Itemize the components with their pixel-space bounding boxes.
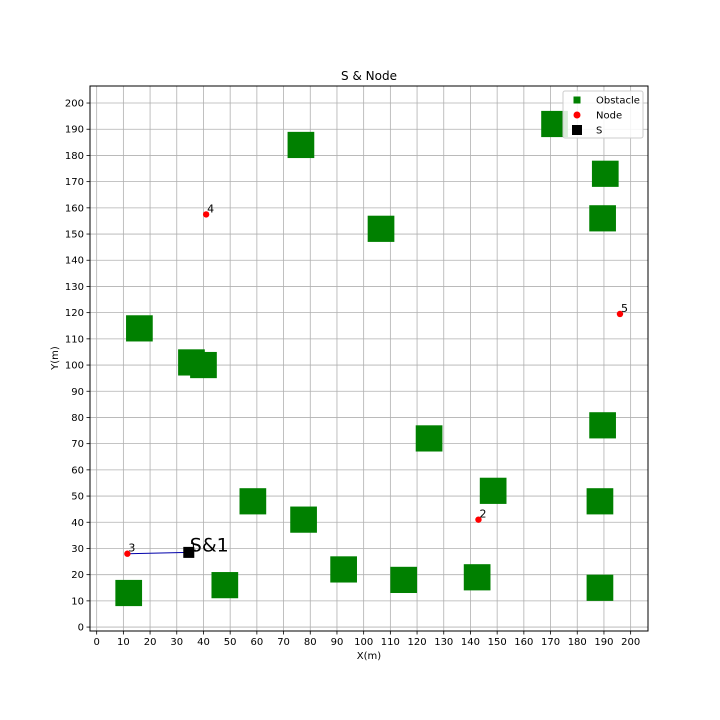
x-tick-label: 140 — [461, 637, 480, 648]
x-tick-label: 150 — [488, 637, 507, 648]
x-tick-label: 100 — [354, 637, 373, 648]
node-point — [202, 211, 210, 218]
source: S&1 — [183, 534, 229, 558]
y-tick-label: 110 — [65, 334, 84, 345]
x-tick-label: 30 — [170, 637, 183, 648]
plot-area-frame — [89, 85, 649, 632]
legend-label: Obstacle — [596, 96, 640, 107]
source-label: S&1 — [190, 534, 229, 556]
y-tick-label: 150 — [65, 230, 84, 241]
node-point — [616, 310, 624, 318]
legend-label: S — [596, 126, 602, 137]
y-tick-label: 120 — [65, 308, 84, 319]
x-tick-label: 170 — [541, 637, 560, 648]
x-tick-label: 200 — [621, 637, 640, 648]
y-tick-label: 200 — [65, 99, 84, 110]
x-tick-label: 130 — [434, 637, 453, 648]
x-tick-label: 50 — [224, 637, 237, 648]
legend-marker-s — [572, 125, 582, 135]
plot-area-background — [90, 86, 648, 631]
x-tick-label: 80 — [304, 637, 317, 648]
y-tick-label: 140 — [65, 256, 84, 267]
obstacle-marker — [415, 425, 443, 452]
obstacle-marker — [211, 572, 239, 599]
x-tick-label: 10 — [117, 637, 130, 648]
obstacle-marker — [586, 488, 614, 515]
y-tick-label: 180 — [65, 151, 84, 162]
chart-title: S & Node — [341, 69, 397, 83]
obstacle-marker — [367, 215, 395, 242]
y-tick-label: 50 — [71, 492, 84, 503]
x-tick-label: 190 — [594, 637, 613, 648]
obstacle-marker — [591, 160, 619, 187]
node-label: 4 — [207, 202, 214, 215]
x-tick-label: 20 — [144, 637, 157, 648]
obstacle-marker — [479, 477, 507, 504]
y-tick-label: 160 — [65, 203, 84, 214]
node-label: 2 — [479, 508, 486, 521]
node-point — [124, 550, 131, 557]
legend: Obstacle Node S — [562, 90, 644, 139]
y-tick-label: 90 — [71, 387, 84, 398]
y-tick-label: 40 — [71, 518, 84, 529]
legend-marker-node — [573, 111, 581, 119]
obstacle-marker — [239, 488, 267, 515]
links — [127, 551, 189, 555]
y-axis-label: Y(m) — [50, 346, 61, 371]
y-tick-label: 30 — [71, 544, 84, 555]
obstacle-marker — [330, 556, 357, 583]
y-tick-label: 20 — [71, 570, 84, 581]
obstacle-marker — [589, 205, 616, 232]
y-tick-label: 10 — [71, 596, 84, 607]
y-tick-label: 70 — [71, 439, 84, 450]
node-point — [475, 516, 482, 523]
x-tick-label: 110 — [381, 637, 400, 648]
y-tick-label: 80 — [71, 413, 84, 424]
obstacle-marker — [586, 574, 614, 601]
obstacle-marker — [290, 506, 317, 533]
y-tick-label: 100 — [65, 361, 84, 372]
y-tick-label: 190 — [65, 125, 84, 136]
source-marker — [183, 546, 195, 558]
obstacle-marker — [589, 412, 616, 439]
y-tick-label: 0 — [78, 623, 84, 634]
y-tick-label: 170 — [65, 177, 84, 188]
x-tick-label: 40 — [197, 637, 210, 648]
legend-box — [562, 90, 644, 139]
obstacle-marker — [463, 564, 491, 591]
x-tick-label: 60 — [250, 637, 263, 648]
obstacle-marker — [287, 131, 315, 159]
x-tick-label: 0 — [93, 637, 99, 648]
obstacle-marker — [126, 315, 153, 342]
obstacle-marker — [190, 351, 217, 379]
x-tick-label: 180 — [568, 637, 587, 648]
link-line — [127, 551, 189, 555]
node-label: 5 — [621, 302, 628, 315]
obstacle-marker — [115, 579, 143, 607]
legend-marker-obstacle — [573, 96, 581, 104]
y-tick-label: 60 — [71, 465, 84, 476]
x-tick-label: 70 — [277, 637, 290, 648]
node-label: 3 — [128, 542, 135, 555]
nodes: 12345 — [124, 202, 628, 557]
x-tick-label: 160 — [514, 637, 533, 648]
obstacle-marker — [390, 566, 418, 594]
x-tick-label: 90 — [331, 637, 344, 648]
grid — [90, 86, 648, 631]
y-tick-label: 130 — [65, 282, 84, 293]
x-axis-label: X(m) — [357, 651, 381, 662]
axis-ticks: 0 10 20 30 40 50 60 70 80 90 100 110 120 130 140 150 160… — [65, 99, 640, 648]
legend-label: Node — [596, 111, 622, 122]
x-tick-label: 120 — [408, 637, 427, 648]
